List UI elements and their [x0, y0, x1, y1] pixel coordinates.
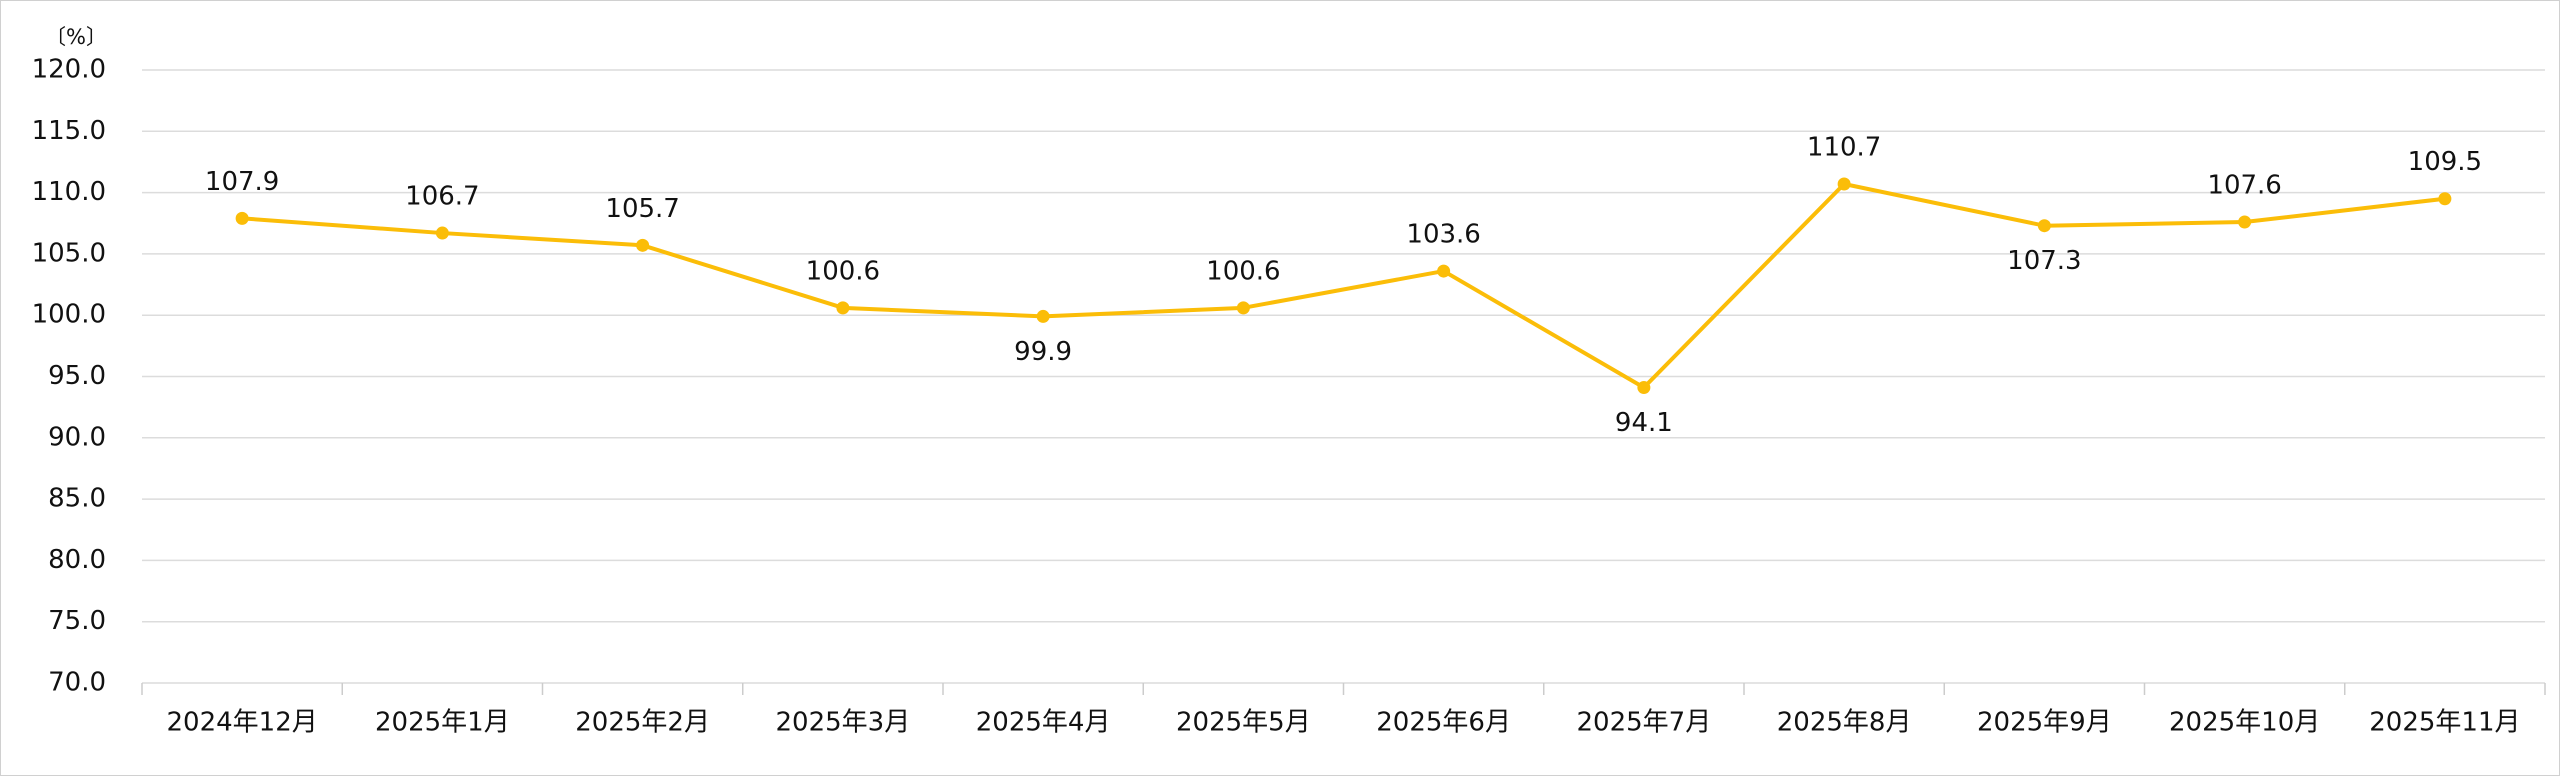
y-tick-label: 75.0 — [48, 606, 106, 636]
data-label: 94.1 — [1615, 408, 1673, 438]
x-tick-label: 2025年10月 — [2169, 708, 2320, 738]
marker — [435, 226, 449, 240]
y-tick-label: 80.0 — [48, 545, 106, 575]
data-label: 103.6 — [1406, 220, 1480, 250]
marker — [636, 238, 650, 252]
x-tick-label: 2025年3月 — [776, 708, 911, 738]
y-tick-label: 70.0 — [48, 668, 106, 698]
y-tick-label: 115.0 — [32, 116, 106, 146]
marker — [836, 301, 850, 315]
y-tick-label: 120.0 — [32, 55, 106, 85]
data-label: 105.7 — [605, 194, 679, 224]
data-label: 107.6 — [2207, 171, 2281, 201]
data-label: 107.9 — [205, 167, 279, 197]
x-tick-label: 2024年12月 — [166, 708, 317, 738]
marker — [2238, 215, 2252, 229]
data-label: 107.3 — [2007, 246, 2081, 276]
marker — [1437, 264, 1451, 278]
data-label: 100.6 — [1206, 256, 1280, 286]
x-tick-label: 2025年8月 — [1777, 708, 1912, 738]
line — [241, 182, 2446, 390]
y-tick-label: 110.0 — [32, 177, 106, 207]
marker — [1837, 177, 1851, 191]
y-tick-label: 105.0 — [32, 238, 106, 268]
x-tick-label: 2025年1月 — [375, 708, 510, 738]
data-label: 99.9 — [1014, 337, 1072, 367]
marker — [1637, 381, 1651, 395]
x-tick-label: 2025年6月 — [1376, 708, 1511, 738]
x-tick-label: 2025年2月 — [575, 708, 710, 738]
data-label: 106.7 — [405, 182, 479, 212]
x-tick-label: 2025年9月 — [1977, 708, 2112, 738]
y-tick-label: 100.0 — [32, 300, 106, 330]
data-label: 109.5 — [2408, 147, 2482, 177]
x-tick-label: 2025年11月 — [2369, 708, 2520, 738]
x-tick-label: 2025年7月 — [1577, 708, 1712, 738]
y-unit: 〔%〕 — [45, 25, 107, 49]
marker — [2438, 192, 2452, 206]
data-label: 100.6 — [806, 256, 880, 286]
y-tick-label: 95.0 — [48, 361, 106, 391]
marker — [235, 211, 249, 225]
marker — [1236, 301, 1250, 315]
y-tick-label: 90.0 — [48, 422, 106, 452]
data-label: 110.7 — [1807, 133, 1881, 163]
y-tick-label: 85.0 — [48, 484, 106, 514]
x-tick-label: 2025年4月 — [976, 708, 1111, 738]
marker — [1036, 309, 1050, 323]
x-tick-label: 2025年5月 — [1176, 708, 1311, 738]
marker — [2037, 219, 2051, 233]
